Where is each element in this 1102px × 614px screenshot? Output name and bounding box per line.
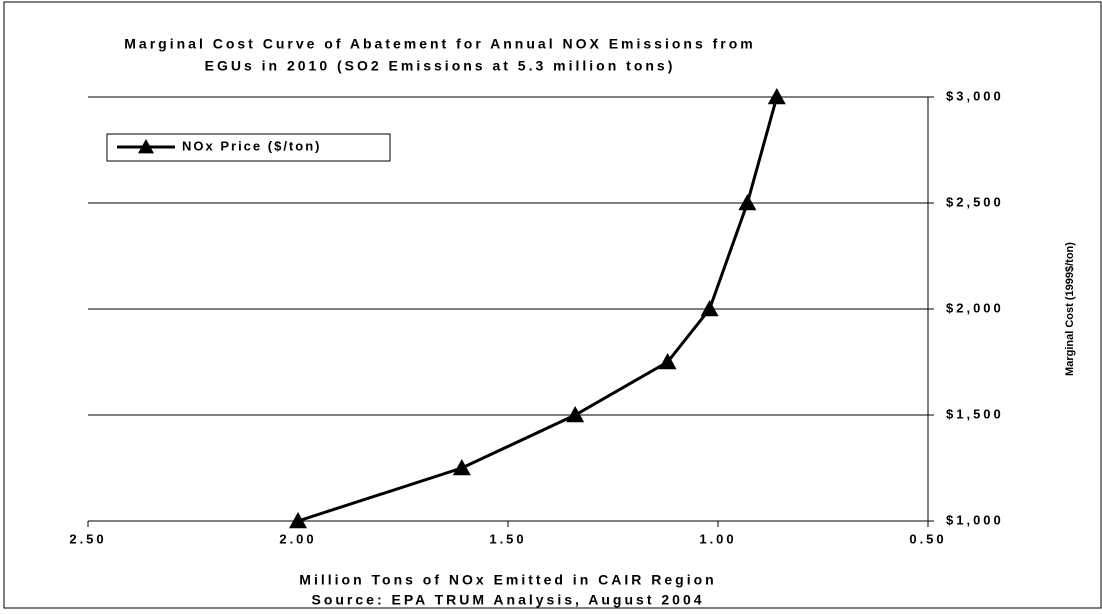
marker	[289, 512, 307, 529]
x-tick-label: 1.50	[489, 531, 526, 546]
y-tick-label: $2,500	[946, 194, 1004, 209]
marker	[566, 406, 585, 423]
legend-marker	[138, 139, 154, 154]
y-tick-label: $2,000	[946, 300, 1004, 315]
x-tick-label: 0.50	[909, 531, 946, 546]
marker	[738, 194, 757, 211]
x-axis-label: Million Tons of NOx Emitted in CAIR Regi…	[299, 572, 716, 588]
y-tick-label: $1,000	[946, 512, 1004, 527]
y-tick-label: $1,500	[946, 406, 1004, 421]
chart-title: EGUs in 2010 (SO2 Emissions at 5.3 milli…	[205, 58, 676, 74]
x-tick-label: 2.50	[69, 531, 106, 546]
x-tick-label: 2.00	[279, 531, 316, 546]
chart-title: Marginal Cost Curve of Abatement for Ann…	[124, 36, 755, 52]
marker	[452, 459, 471, 476]
chart-border	[3, 1, 1102, 609]
source: Source: EPA TRUM Analysis, August 2004	[311, 592, 704, 608]
marker	[658, 353, 677, 370]
x-tick-label: 1.00	[699, 531, 736, 546]
y-tick-label: $3,000	[946, 88, 1004, 103]
y-axis-label: Marginal Cost (1999$/ton)	[1064, 242, 1076, 376]
legend-label: NOx Price ($/ton)	[182, 138, 321, 153]
marker	[700, 300, 719, 317]
marker	[767, 88, 786, 105]
